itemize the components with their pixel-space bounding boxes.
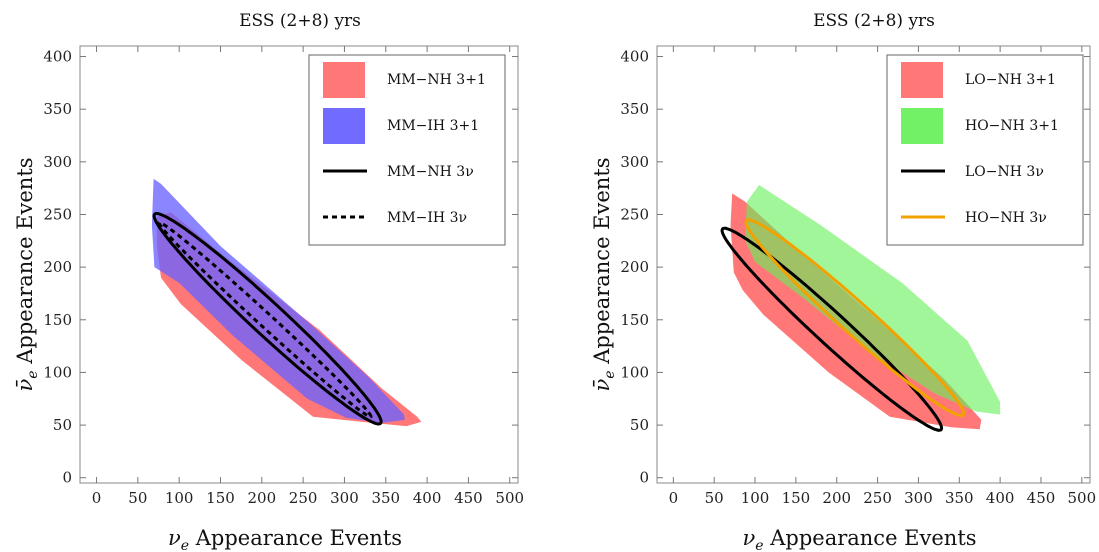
- x-axis-label: νe Appearance Events: [168, 526, 402, 552]
- y-tick-label: 100: [43, 363, 72, 381]
- y-tick-label: 250: [620, 205, 649, 223]
- x-axis-label-sub: e: [755, 538, 763, 552]
- y-tick-label: 300: [620, 153, 649, 171]
- y-tick-label: 100: [620, 363, 649, 381]
- y-tick-label: 50: [53, 416, 72, 434]
- y-tick-label: 250: [43, 205, 72, 223]
- legend-label: LO−NH 3+1: [965, 72, 1056, 88]
- x-tick-label: 450: [454, 489, 483, 507]
- x-tick-label: 350: [945, 489, 974, 507]
- x-tick-label: 500: [495, 489, 524, 507]
- x-tick-label: 450: [1027, 489, 1056, 507]
- legend-label: MM−IH 3+1: [387, 118, 479, 134]
- y-tick-label: 350: [43, 100, 72, 118]
- contour-4: [157, 221, 373, 419]
- x-tick-label: 0: [669, 489, 679, 507]
- x-tick-label: 150: [206, 489, 235, 507]
- legend-label: HO−NH 3ν: [965, 210, 1047, 226]
- legend-swatch: [901, 62, 943, 98]
- x-tick-label: 500: [1068, 489, 1097, 507]
- chart-title: ESS (2+8) yrs: [239, 11, 361, 31]
- legend-label: LO−NH 3ν: [965, 164, 1044, 180]
- region-2: [151, 178, 405, 423]
- y-tick-label: 200: [620, 258, 649, 276]
- y-tick-label: 400: [43, 48, 72, 66]
- panel-2: 0 50 100 150 200 250 300 350 400 450 500 0 50 100 150 2…: [590, 11, 1096, 552]
- contour-3: [720, 226, 944, 432]
- y-tick-label: 0: [62, 469, 72, 487]
- x-axis-label-nu: ν: [168, 526, 181, 550]
- contour-3: [152, 212, 383, 426]
- contour-4: [744, 218, 966, 418]
- x-axis-label: νe Appearance Events: [742, 526, 976, 552]
- legend-label: MM−IH 3ν: [387, 210, 467, 226]
- x-tick-label: 400: [986, 489, 1015, 507]
- y-axis-label-nubar: ν̄: [13, 379, 37, 392]
- y-tick-label: 50: [630, 416, 649, 434]
- y-tick-label: 350: [620, 100, 649, 118]
- y-tick-label: 0: [639, 469, 649, 487]
- y-axis-label-sub: e: [25, 370, 41, 378]
- x-tick-label: 350: [371, 489, 400, 507]
- x-tick-label: 300: [904, 489, 933, 507]
- legend-label: MM−NH 3+1: [387, 72, 486, 88]
- x-tick-label: 400: [413, 489, 442, 507]
- y-tick-label: 150: [620, 311, 649, 329]
- x-tick-label: 50: [705, 489, 724, 507]
- legend-swatch: [901, 108, 943, 144]
- chart-title: ESS (2+8) yrs: [813, 11, 935, 31]
- x-tick-label: 200: [247, 489, 276, 507]
- y-tick-label: 300: [43, 153, 72, 171]
- region-2: [745, 185, 1001, 415]
- x-axis-label-nu: ν: [742, 526, 755, 550]
- panel-1: 0 50 100 150 200 250 300 350 400 450 500 0 50 100 150 2…: [13, 11, 524, 552]
- legend-swatch: [323, 62, 365, 98]
- y-tick-label: 200: [43, 258, 72, 276]
- x-axis-label-text: Appearance Events: [189, 526, 402, 550]
- x-axis-label-text: Appearance Events: [764, 526, 977, 550]
- x-tick-label: 100: [741, 489, 770, 507]
- x-tick-label: 300: [330, 489, 359, 507]
- y-axis-label-text: Appearance Events: [590, 157, 614, 370]
- y-axis-label: ν̄e Appearance Events: [13, 157, 41, 391]
- x-tick-label: 100: [165, 489, 194, 507]
- y-axis-label-text: Appearance Events: [13, 157, 37, 370]
- y-tick-label: 400: [620, 48, 649, 66]
- x-axis-label-sub: e: [181, 538, 189, 552]
- x-tick-label: 150: [782, 489, 811, 507]
- y-tick-label: 150: [43, 311, 72, 329]
- y-axis-label-nubar: ν̄: [590, 379, 614, 392]
- legend-label: HO−NH 3+1: [965, 118, 1059, 134]
- x-tick-label: 250: [289, 489, 318, 507]
- x-tick-label: 50: [128, 489, 147, 507]
- legend-swatch: [323, 108, 365, 144]
- x-tick-label: 0: [92, 489, 102, 507]
- y-axis-label: ν̄e Appearance Events: [590, 157, 618, 391]
- y-axis-label-sub: e: [602, 370, 618, 378]
- x-tick-label: 250: [863, 489, 892, 507]
- legend-label: MM−NH 3ν: [387, 164, 474, 180]
- x-tick-label: 200: [822, 489, 851, 507]
